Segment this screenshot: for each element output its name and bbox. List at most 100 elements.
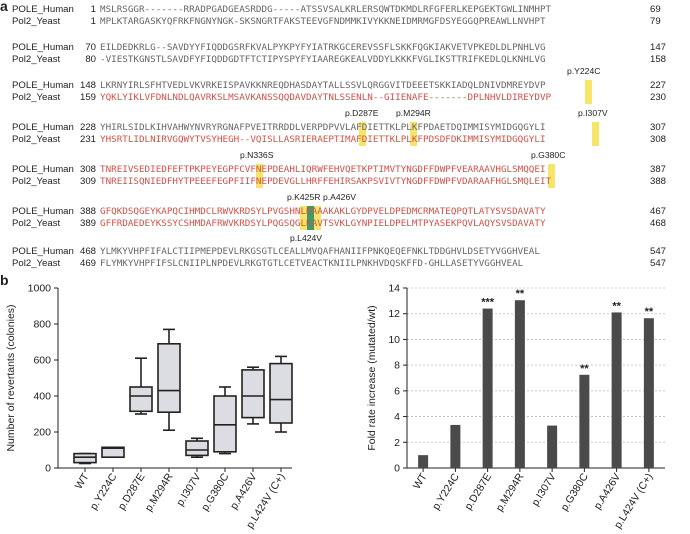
alignment-sequence: TNREIVSEDIEDFEFTPKPEYEGPFCVFNEPDEAHLIQRW… [100, 164, 546, 175]
mutation-highlight [314, 206, 321, 230]
significance-label: ** [612, 300, 621, 312]
alignment-sequence: MSLRSGGR-------RRADPGADGEASRDDG-----ATSS… [100, 4, 552, 15]
alignment-end: 69 [650, 4, 661, 15]
box [129, 386, 153, 413]
significance-label: ** [645, 306, 654, 318]
alignment-start: 231 [79, 134, 96, 145]
alignment-row: POLE_Human 308 TNREIVSEDIEDFEFTPKPEYEGPFCV… [0, 164, 690, 176]
mutation-label: p.D287E [345, 108, 379, 118]
bar-chart-fold-rate: 0 2 4 6 8 10 12 14 Fold rate increase (mutated/w… [366, 283, 665, 531]
alignment-name: POLE_Human [12, 4, 74, 15]
y-tick-label: 8 [394, 360, 400, 372]
panel-a-letter: a [0, 0, 8, 14]
alignment-sequence: YHIRLSIDLKIHVAHWYNVRYRGNAFPVEITRRDDLVERP… [100, 122, 546, 133]
bar [643, 318, 654, 468]
alignment-sequence: YHSRTLIDLNIRVGQWYTVSYHEGH--VQISLLASRIERA… [100, 134, 546, 145]
alignment-row: POLE_Human 388 GFQKDSQGEYKAPQCIHMDCLRWVKRD… [0, 206, 690, 218]
mutation-highlight [592, 122, 599, 146]
significance-label: *** [481, 297, 495, 309]
alignment-name: POLE_Human [12, 122, 74, 133]
alignment-sequence: EILDEDKRLG--SAVDYYFIQDDGSRFKVALPYKPYFYIA… [100, 42, 546, 53]
alignment-sequence: GFFRDAEDEYKSSYCSHMDAFRWVKRDSYLPQGSQGLKAV… [100, 218, 546, 229]
alignment-end: 547 [650, 258, 667, 269]
mutation-highlight [300, 206, 307, 230]
y-tick-label: 6 [394, 385, 400, 397]
alignment-row: Pol2_Yeast 159 YQKLYIKLVFDNLNDLQAVRKSLMSAV… [0, 92, 690, 104]
box [73, 452, 97, 464]
y-tick-label: 4 [394, 411, 400, 423]
significance-label: ** [580, 363, 589, 375]
alignment-end: 158 [650, 54, 667, 65]
mutation-label: p.L424V [290, 233, 323, 243]
alignment-row: Pol2_Yeast 389 GFFRDAEDEYKSSYCSHMDAFRWVKRD… [0, 218, 690, 230]
alignment-sequence: FLYMKYVHPFIFSLCNIIPLNPDEVLRKGTGTLCETVEAC… [100, 258, 524, 269]
alignment-end: 230 [650, 92, 667, 103]
alignment-start: 468 [79, 246, 96, 257]
bar [514, 300, 525, 468]
alignment-row: POLE_Human 148 LKRNYIRLSFHTVEDLVKVRKEISPAV… [0, 80, 690, 92]
x-tick-label: p.I307V [529, 471, 558, 508]
alignment-row: Pol2_Yeast 80 -VIESTKGNSTLSAVDFYFIQDDGDTFT… [0, 54, 690, 66]
bar [547, 425, 558, 468]
mutation-highlight [307, 206, 314, 230]
box [241, 369, 265, 419]
x-tick-label: WT [73, 471, 92, 492]
alignment-end: 308 [650, 134, 667, 145]
alignment-start: 389 [79, 218, 96, 229]
y-tick-label: 800 [33, 319, 51, 331]
y-tick-label: 12 [388, 308, 400, 320]
x-tick-label: p.G380C [199, 471, 232, 513]
alignment-end: 227 [650, 80, 667, 91]
box [101, 446, 125, 459]
box-plot-revertants: 0 200 400 600 800 1000 Number of revertants (c… [5, 283, 293, 531]
y-tick-label: 400 [33, 391, 51, 403]
alignment-start: 228 [79, 122, 96, 133]
mutation-highlight [585, 80, 592, 104]
mutation-label: p.G380C [531, 150, 566, 160]
mutation-highlight [256, 164, 263, 188]
alignment-start: 1 [90, 4, 96, 15]
alignment-start: 70 [85, 42, 96, 53]
x-tick-label: p.Y224C [430, 471, 462, 512]
alignment-sequence: YQKLYIKLVFDNLNDLQAVRKSLMSAVKANSSQQDAVDAY… [100, 92, 552, 103]
alignment-row: POLE_Human 228 YHIRLSIDLKIHVAHWYNVRYRGNAFP… [0, 122, 690, 134]
x-tick-label: p.G380C [558, 471, 591, 513]
mutation-highlight [548, 164, 555, 188]
alignment-sequence: YLMKYVHPFIFALCTIIPMEPDEVLRKGSGTLCEALLMVQ… [100, 246, 540, 257]
bar [418, 455, 429, 468]
alignment-sequence: -VIESTKGNSTLSAVDFYFIQDDGDTFTCTIPYSPYFYIA… [100, 54, 546, 65]
mutation-label: p.N336S [240, 150, 274, 160]
y-axis-label: Fold rate increase (mutated/wt) [366, 305, 378, 450]
alignment-name: POLE_Human [12, 164, 74, 175]
alignment-row: Pol2_Yeast 231 YHSRTLIDLNIRVGQWYTVSYHEGH--… [0, 134, 690, 146]
alignment-end: 467 [650, 206, 667, 217]
alignment-row: Pol2_Yeast 309 TNREIISQNIEDFHYTPEEEFEGPFII… [0, 176, 690, 188]
y-tick-label: 1000 [28, 283, 52, 295]
y-tick-label: 10 [388, 334, 400, 346]
box [213, 395, 237, 453]
alignment-name: Pol2_Yeast [12, 134, 61, 145]
bar [611, 312, 622, 468]
x-tick-label: p.D287E [462, 471, 494, 512]
alignment-name: POLE_Human [12, 42, 74, 53]
alignment-name: Pol2_Yeast [12, 92, 61, 103]
alignment-sequence: GFQKDSQGEYKAPQCIHMDCLRWVKRDSYLPVGSHNLKAA… [100, 206, 546, 217]
mutation-highlight [410, 122, 417, 146]
alignment-start: 388 [79, 206, 96, 217]
panel-b-letter: b [0, 272, 9, 288]
alignment-sequence: LKRNYIRLSFHTVEDLVKVRKEISPAVKKNREQDHASDAY… [100, 80, 546, 91]
alignment-name: POLE_Human [12, 246, 74, 257]
x-tick-label: p.I307V [174, 471, 203, 508]
mutation-label: p.I307V [578, 108, 608, 118]
alignment-end: 547 [650, 246, 667, 257]
alignment-start: 80 [85, 54, 96, 65]
alignment-row: Pol2_Yeast 1 MPLKTARGASKYQFRKFNGNYNGK-SKSN… [0, 16, 690, 28]
y-tick-label: 0 [45, 463, 51, 475]
alignment-row: Pol2_Yeast 469 FLYMKYVHPFIFSLCNIIPLNPDEVLR… [0, 258, 690, 270]
mutation-label: p.M294R [396, 108, 431, 118]
mutation-label: p.A426V [323, 192, 356, 202]
alignment-end: 147 [650, 42, 667, 53]
alignment-end: 307 [650, 122, 667, 133]
alignment-start: 469 [79, 258, 96, 269]
mutation-label: p.K425R [287, 192, 321, 202]
